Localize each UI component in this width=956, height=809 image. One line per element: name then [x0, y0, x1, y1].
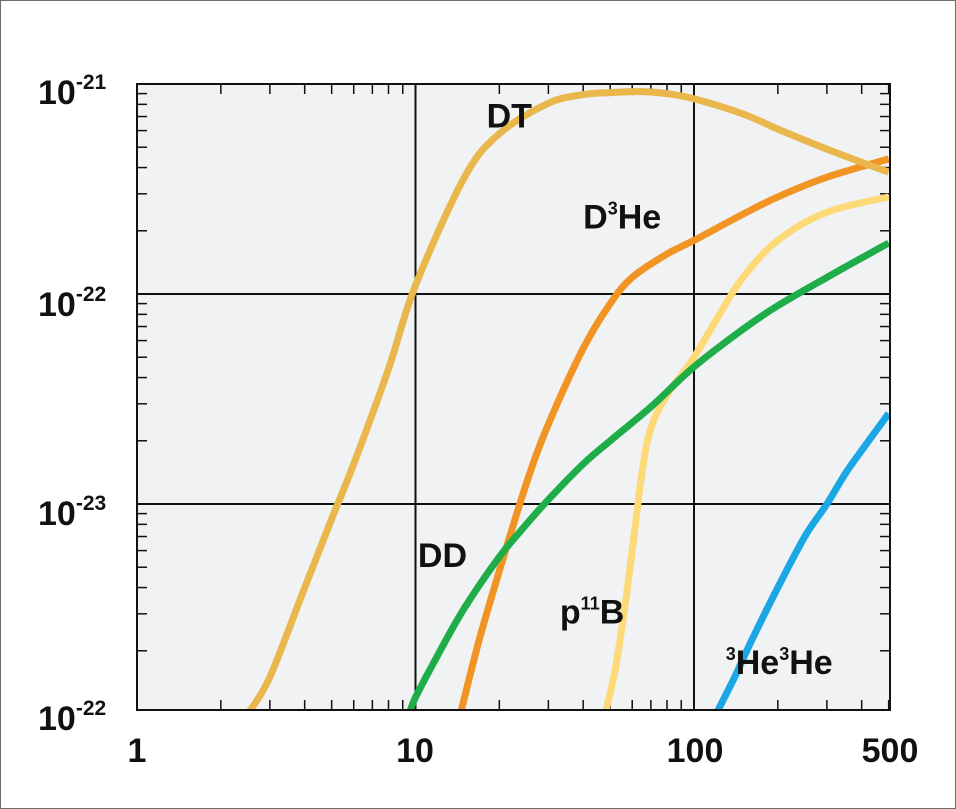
series-label-d3he: D3He [583, 199, 661, 237]
series-line-d3he [457, 155, 890, 710]
plot-border [136, 83, 891, 711]
series-line-dd [406, 239, 890, 710]
series-label-dd: DD [418, 537, 467, 575]
series-lines [246, 88, 890, 710]
series-line-3he3he [714, 411, 890, 710]
x-tick-label-10: 10 [396, 732, 434, 770]
x-tick-label-500: 500 [862, 732, 919, 770]
y-tick-label-1e-22: 10-22 [38, 283, 106, 324]
series-labels: DT D3He DD p11B 3He3He [418, 98, 833, 682]
minor-ticks [137, 84, 890, 710]
series-label-dt: DT [487, 98, 533, 136]
x-tick-label-1: 1 [128, 732, 147, 770]
y-tick-label-1e-21: 10-21 [38, 71, 107, 112]
y-tick-label-1e-23: 10-23 [38, 492, 106, 533]
y-tick-label-bottom: 10-22 [38, 697, 106, 738]
series-label-p11b: p11B [560, 593, 624, 631]
grid-lines [137, 84, 890, 710]
series-line-dt [246, 88, 890, 710]
plot-area [137, 84, 890, 710]
series-label-3he3he: 3He3He [726, 644, 833, 682]
x-tick-label-100: 100 [667, 732, 724, 770]
